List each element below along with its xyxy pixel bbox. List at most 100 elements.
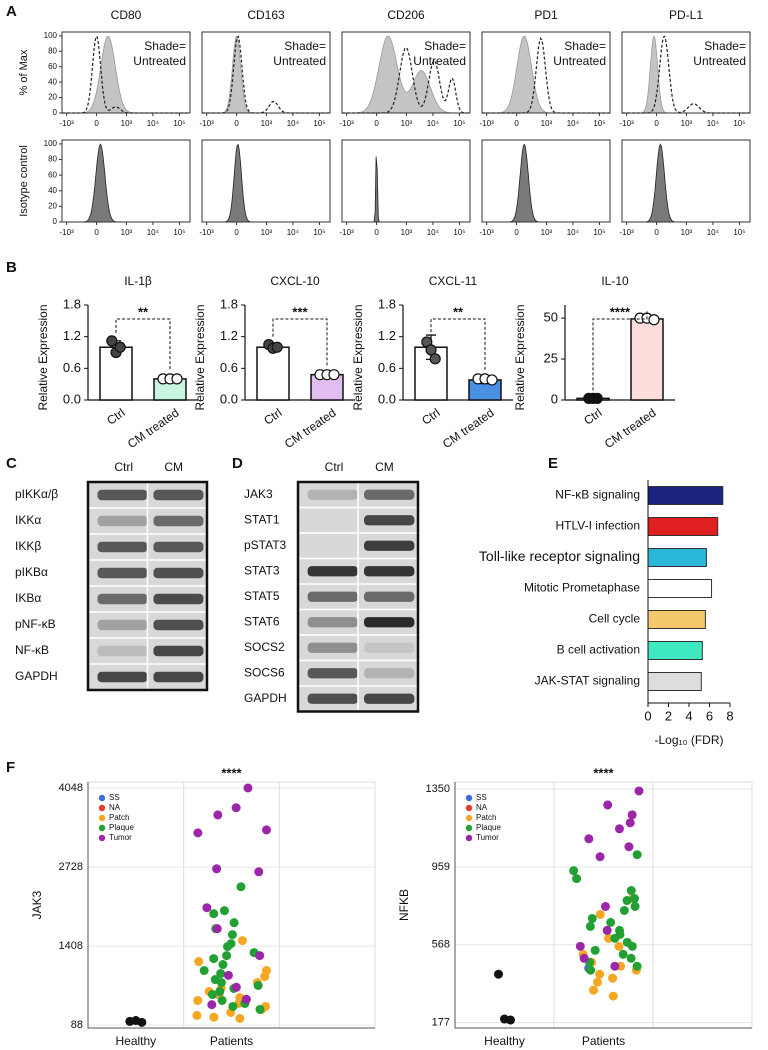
panel-label: A (6, 3, 17, 20)
significance: ** (138, 304, 149, 319)
data-point (328, 369, 340, 381)
significance: ** (453, 304, 464, 319)
patient-point (586, 965, 596, 975)
patient-point (630, 901, 640, 911)
blot-band (364, 693, 415, 704)
chart-title: CXCL-11 (429, 274, 478, 288)
x-tick-label: -10³ (60, 119, 75, 128)
x-tick-label: 10³ (541, 119, 553, 128)
data-point (648, 314, 660, 326)
histogram-frame (341, 139, 471, 223)
patient-point (619, 905, 629, 915)
blot-band (153, 645, 204, 657)
lane-label: Ctrl (325, 460, 344, 474)
x-tick-label: 6 (706, 708, 713, 723)
protein-label: IKKα (15, 513, 41, 527)
patient-point (231, 803, 241, 813)
patient-point (192, 1010, 202, 1020)
legend-label: NA (109, 803, 121, 812)
x-tick-label: 0 (94, 228, 99, 237)
y-axis-label: Relative Expression (351, 304, 365, 410)
chart-title: IL-10 (601, 274, 629, 288)
category-label: HTLV-I infection (556, 519, 640, 533)
x-tick-label: 0 (644, 708, 651, 723)
patient-point (627, 941, 637, 951)
patient-point (622, 896, 632, 906)
data-point (106, 335, 118, 347)
legend-swatch (98, 814, 106, 822)
blot-band (364, 591, 415, 602)
isotype-histogram (202, 143, 330, 223)
protein-label: NF-κB (15, 643, 49, 657)
shade-note: Shade= (564, 39, 606, 53)
blot-band (364, 566, 415, 577)
y-tick-label: 20 (48, 201, 57, 210)
blot-band (153, 515, 204, 527)
legend-swatch (465, 814, 473, 822)
x-tick-label: -10³ (340, 119, 355, 128)
patient-point (202, 903, 212, 913)
y-tick-label: 1.8 (378, 296, 396, 311)
patient-point (630, 894, 640, 904)
blot-frame (86, 480, 209, 692)
protein-label: STAT6 (244, 614, 280, 628)
bar (630, 318, 664, 401)
x-tick-label: CM treated (125, 406, 182, 452)
healthy-point (494, 969, 503, 979)
patient-point (587, 913, 597, 923)
category-label: Toll-like receptor signaling (479, 548, 640, 564)
patient-point (589, 985, 599, 995)
legend-label: Plaque (109, 823, 134, 832)
y-axis-label: Relative Expression (513, 304, 527, 410)
protein-label: IKBα (15, 591, 41, 605)
x-axis-label: -Log₁₀ (FDR) (654, 733, 723, 747)
x-tick-label: Ctrl (419, 406, 442, 428)
x-tick-label: 10³ (541, 228, 553, 237)
x-tick-label: Patients (582, 1034, 625, 1048)
legend-swatch (465, 794, 473, 802)
y-tick-label: 568 (432, 939, 450, 951)
x-tick-label: -10³ (200, 228, 215, 237)
legend-label: SS (476, 793, 487, 802)
patient-point (209, 954, 219, 964)
panel-label: F (6, 759, 15, 776)
y-tick-label: 0 (53, 108, 58, 117)
isotype-histogram (622, 143, 750, 223)
patient-point (634, 786, 644, 796)
legend-label: NA (476, 803, 488, 812)
blot-band (307, 489, 358, 500)
x-tick-label: 0 (374, 119, 379, 128)
patient-point (253, 981, 263, 991)
x-tick-label: 0 (654, 228, 659, 237)
bar (647, 517, 719, 536)
shade-note: Shade= (284, 39, 326, 53)
patient-point (584, 834, 594, 844)
patient-point (218, 960, 228, 970)
protein-label: pSTAT3 (244, 538, 287, 552)
patient-point (600, 901, 610, 911)
y-axis-label: Relative Expression (36, 304, 50, 410)
patient-point (194, 957, 204, 967)
blot-band (97, 671, 148, 683)
patient-point (223, 970, 233, 980)
bar (647, 579, 713, 598)
category-label: Cell cycle (589, 612, 641, 626)
y-tick-label: 0.0 (220, 391, 238, 406)
y-tick-label: 0.6 (63, 360, 81, 375)
blot-band (307, 591, 358, 602)
x-tick-label: CM treated (602, 406, 659, 452)
patient-point (624, 842, 634, 852)
x-tick-label: -10³ (200, 119, 215, 128)
patient-point (614, 941, 624, 951)
y-tick-label: 25 (544, 350, 558, 365)
blot-band (153, 671, 204, 683)
y-tick-label: 0.6 (378, 360, 396, 375)
x-tick-label: 0 (514, 228, 519, 237)
protein-label: STAT5 (244, 589, 280, 603)
protein-label: pNF-κB (15, 617, 56, 631)
patient-point (575, 941, 585, 951)
protein-label: pIKBα (15, 565, 48, 579)
x-tick-label: 0 (234, 119, 239, 128)
x-tick-label: 10³ (261, 228, 273, 237)
